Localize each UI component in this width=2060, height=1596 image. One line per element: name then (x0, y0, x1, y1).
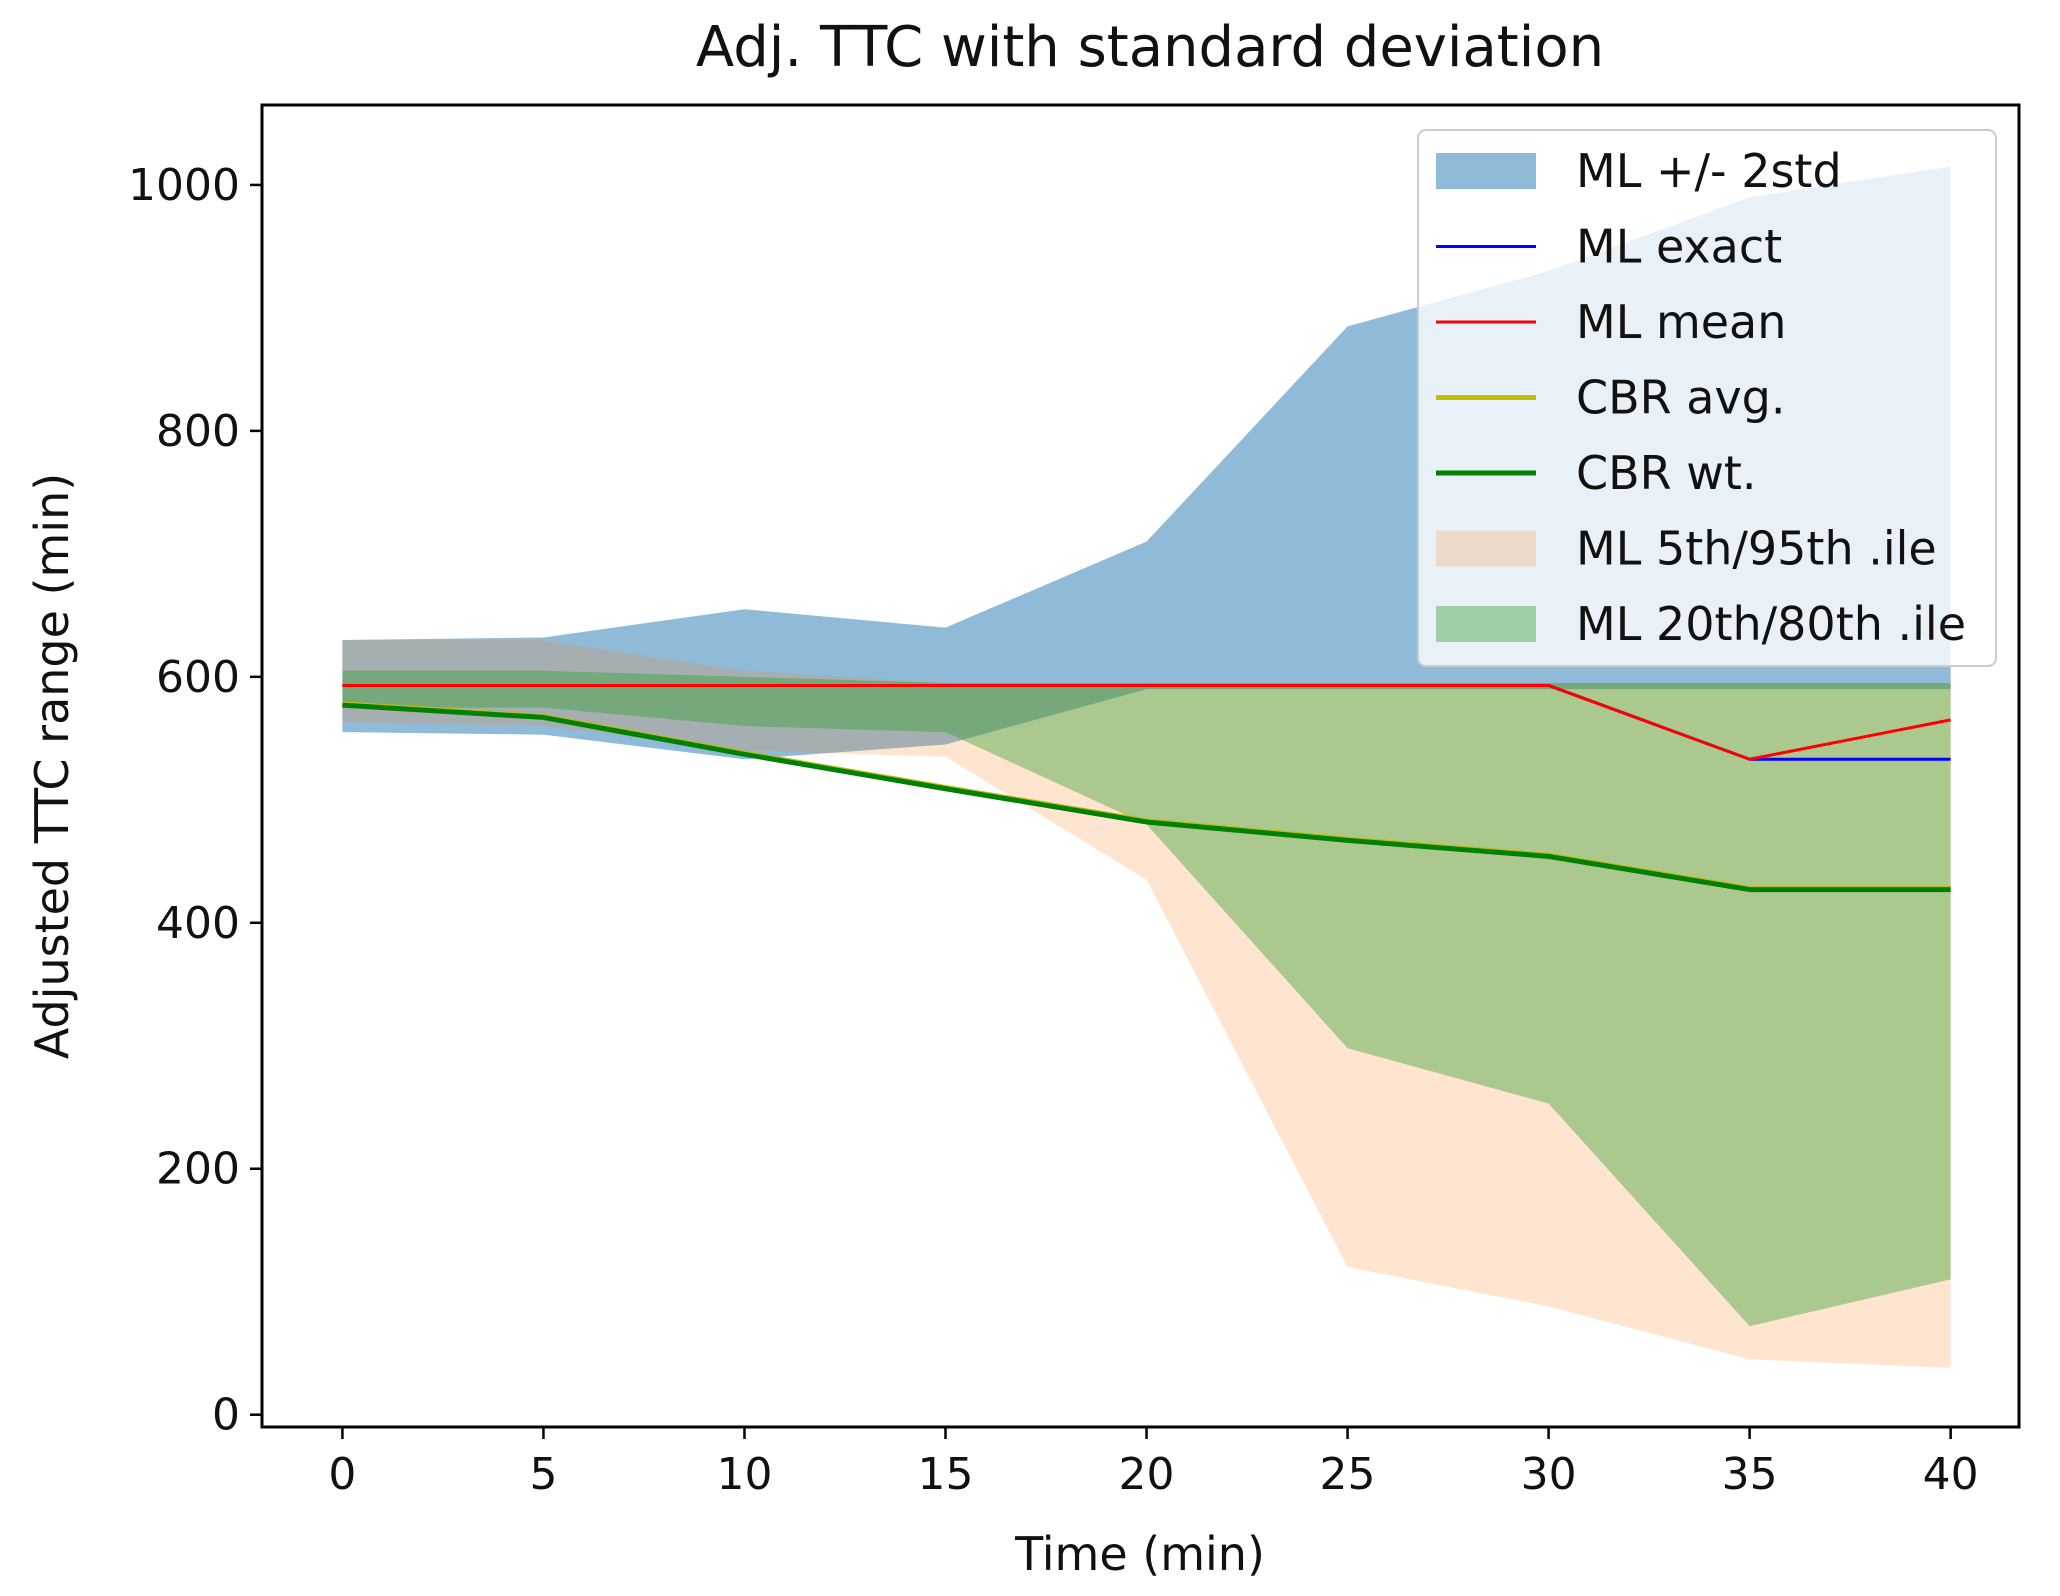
y-tick-label: 0 (212, 1390, 240, 1441)
x-ticks: 0 5 10 15 20 25 30 35 40 (328, 1427, 1979, 1500)
y-tick-label: 800 (156, 406, 240, 457)
y-axis-label: Adjusted TTC range (min) (25, 473, 79, 1059)
legend: ML +/- 2std ML exact ML mean CBR avg. CBR wt… (1417, 129, 1997, 667)
y-tick-label: 200 (156, 1144, 240, 1195)
line-cbr-wt (342, 702, 1951, 893)
legend-box (1417, 129, 1997, 667)
x-tick-label: 10 (716, 1449, 772, 1500)
y-tick-label: 1000 (128, 160, 240, 211)
legend-label-ml-mean: ML mean (1576, 295, 1786, 349)
legend-label-ml-2std: ML +/- 2std (1576, 144, 1842, 198)
legend-swatch-ml-20th-80th-ile (1436, 606, 1536, 642)
x-tick-label: 30 (1521, 1449, 1577, 1500)
x-tick-label: 0 (328, 1449, 356, 1500)
band-ml-5th-95th-ile (342, 639, 1951, 1368)
x-tick-label: 15 (918, 1449, 974, 1500)
line-ml-mean (342, 683, 1951, 761)
x-tick-label: 25 (1320, 1449, 1376, 1500)
x-tick-label: 5 (529, 1449, 557, 1500)
y-ticks: 0 200 400 600 800 1000 (128, 160, 262, 1441)
legend-label-ml-exact: ML exact (1576, 220, 1782, 274)
plot-frame (260, 103, 2021, 1429)
y-tick-label: 400 (156, 898, 240, 949)
x-tick-label: 40 (1923, 1449, 1979, 1500)
legend-swatch-ml-2std (1436, 153, 1536, 189)
y-tick-label: 600 (156, 652, 240, 703)
x-axis-label: Time (min) (1014, 1527, 1265, 1581)
legend-swatch-ml-5th-95th-ile (1436, 530, 1536, 567)
legend-label-cbr-avg: CBR avg. (1576, 371, 1786, 425)
legend-label-cbr-wt: CBR wt. (1576, 446, 1757, 500)
legend-label-ml-5th-95th-ile: ML 5th/95th .ile (1576, 522, 1937, 576)
lines-layer (342, 683, 1951, 893)
chart-title: Adj. TTC with standard deviation (696, 15, 1604, 80)
x-tick-label: 20 (1119, 1449, 1175, 1500)
x-tick-label: 35 (1722, 1449, 1778, 1500)
legend-label-ml-20th-80th-ile: ML 20th/80th .ile (1576, 597, 1966, 651)
band-ml-20th-80th-ile (342, 670, 1951, 1327)
